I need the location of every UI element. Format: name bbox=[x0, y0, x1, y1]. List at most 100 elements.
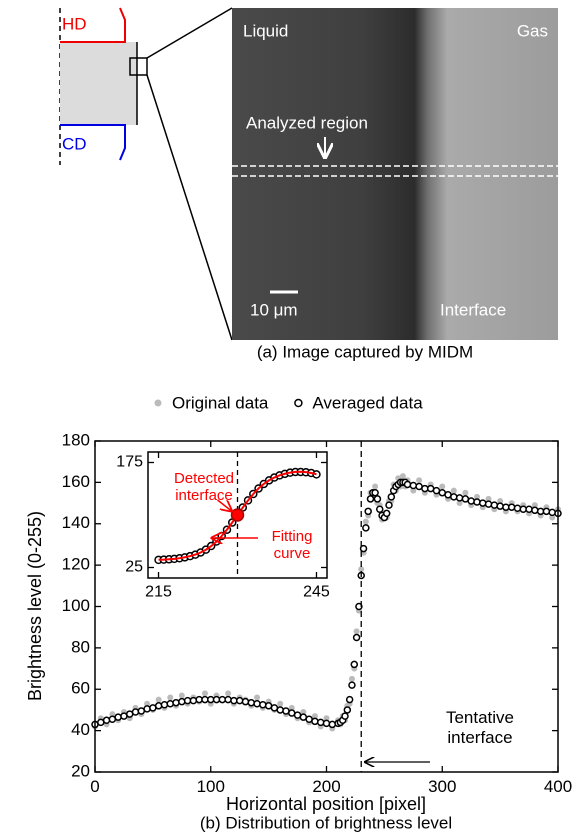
data-point bbox=[178, 692, 185, 699]
data-point bbox=[473, 498, 481, 506]
data-point bbox=[311, 713, 318, 720]
interface-label: Interface bbox=[440, 300, 506, 319]
x-tick-label: 400 bbox=[544, 777, 572, 796]
detected-point bbox=[230, 508, 245, 522]
data-point bbox=[410, 487, 417, 494]
data-point bbox=[348, 681, 356, 689]
data-point bbox=[201, 690, 208, 697]
data-point bbox=[167, 694, 174, 701]
data-point bbox=[525, 505, 533, 514]
detected-annotation: Detected interface bbox=[173, 470, 235, 505]
legend-label: Original data bbox=[172, 393, 269, 412]
data-point bbox=[373, 495, 382, 503]
data-point bbox=[160, 701, 169, 709]
data-point bbox=[496, 502, 504, 510]
legend-marker bbox=[154, 399, 162, 407]
data-point bbox=[114, 713, 122, 721]
data-point bbox=[409, 481, 418, 490]
data-point bbox=[542, 507, 551, 516]
tentative-annotation: Tentative interface bbox=[445, 708, 515, 747]
data-point bbox=[189, 696, 198, 705]
data-point bbox=[450, 493, 458, 501]
y-tick-label: 160 bbox=[62, 472, 90, 491]
data-point bbox=[479, 499, 487, 507]
data-point bbox=[259, 701, 267, 709]
legend-marker bbox=[294, 398, 303, 408]
data-point bbox=[172, 698, 180, 707]
data-point bbox=[372, 483, 379, 490]
y-tick-label: 120 bbox=[62, 555, 90, 574]
data-point bbox=[353, 628, 360, 635]
data-point bbox=[462, 489, 469, 496]
data-point bbox=[403, 480, 412, 489]
liquid-label: Liquid bbox=[243, 21, 288, 40]
data-point bbox=[416, 477, 423, 484]
data-point bbox=[358, 566, 365, 573]
y-axis-title: Brightness level (0-255) bbox=[25, 511, 45, 701]
data-point bbox=[507, 503, 516, 511]
hd-label: HD bbox=[62, 14, 87, 33]
data-point bbox=[366, 495, 375, 503]
data-point bbox=[178, 697, 186, 706]
data-point bbox=[362, 524, 370, 532]
data-point bbox=[549, 514, 556, 521]
data-point bbox=[348, 675, 355, 682]
data-point bbox=[399, 473, 406, 480]
data-point bbox=[144, 700, 151, 707]
y-tick-label: 175 bbox=[116, 454, 143, 471]
data-point bbox=[359, 544, 368, 553]
micrograph: Liquid Gas Analyzed region 10 μm Interfa… bbox=[232, 8, 558, 340]
data-point bbox=[288, 704, 295, 711]
data-point bbox=[253, 699, 261, 708]
fitting-annotation: Fitting curve bbox=[271, 528, 313, 563]
caption-b: (b) Distribution of brightness level bbox=[200, 813, 452, 832]
data-point bbox=[473, 493, 480, 500]
data-point bbox=[490, 501, 499, 509]
data-point bbox=[311, 717, 319, 726]
data-point bbox=[548, 508, 556, 517]
data-point bbox=[224, 695, 232, 704]
data-point bbox=[456, 500, 463, 507]
series-group bbox=[91, 473, 562, 732]
data-point bbox=[143, 705, 151, 713]
y-tick-label: 100 bbox=[62, 596, 90, 615]
data-point bbox=[455, 494, 464, 502]
y-tick-label: 40 bbox=[71, 720, 90, 739]
data-point bbox=[341, 712, 349, 720]
data-point bbox=[352, 633, 361, 642]
schematic: HD CD bbox=[59, 7, 233, 341]
data-point bbox=[247, 698, 256, 707]
data-point bbox=[277, 700, 284, 707]
caption-a: (a) Image captured by MIDM bbox=[257, 342, 473, 361]
region-label: Analyzed region bbox=[246, 113, 368, 132]
data-point bbox=[485, 495, 492, 502]
x-tick-label: 0 bbox=[90, 777, 99, 796]
data-point bbox=[387, 493, 396, 501]
data-point bbox=[362, 518, 369, 525]
data-point bbox=[382, 509, 391, 518]
y-tick-label: 60 bbox=[71, 679, 90, 698]
y-tick-label: 180 bbox=[62, 430, 90, 449]
x-tick-label: 215 bbox=[145, 584, 172, 601]
data-point bbox=[155, 696, 162, 703]
y-tick-label: 20 bbox=[71, 761, 90, 780]
data-point bbox=[316, 718, 325, 727]
data-point bbox=[102, 716, 111, 725]
data-point bbox=[343, 706, 352, 714]
data-point bbox=[531, 502, 538, 509]
gas-label: Gas bbox=[517, 21, 548, 40]
data-point bbox=[276, 706, 284, 714]
data-point bbox=[355, 602, 363, 611]
data-point bbox=[350, 660, 359, 669]
data-point bbox=[450, 487, 457, 494]
data-point bbox=[254, 694, 261, 701]
y-tick-label: 140 bbox=[62, 513, 90, 532]
arrow bbox=[217, 499, 232, 511]
data-point bbox=[467, 497, 475, 505]
data-point bbox=[323, 715, 330, 722]
data-point bbox=[322, 719, 331, 728]
scale-label: 10 μm bbox=[250, 300, 298, 319]
x-tick-label: 100 bbox=[197, 777, 225, 796]
